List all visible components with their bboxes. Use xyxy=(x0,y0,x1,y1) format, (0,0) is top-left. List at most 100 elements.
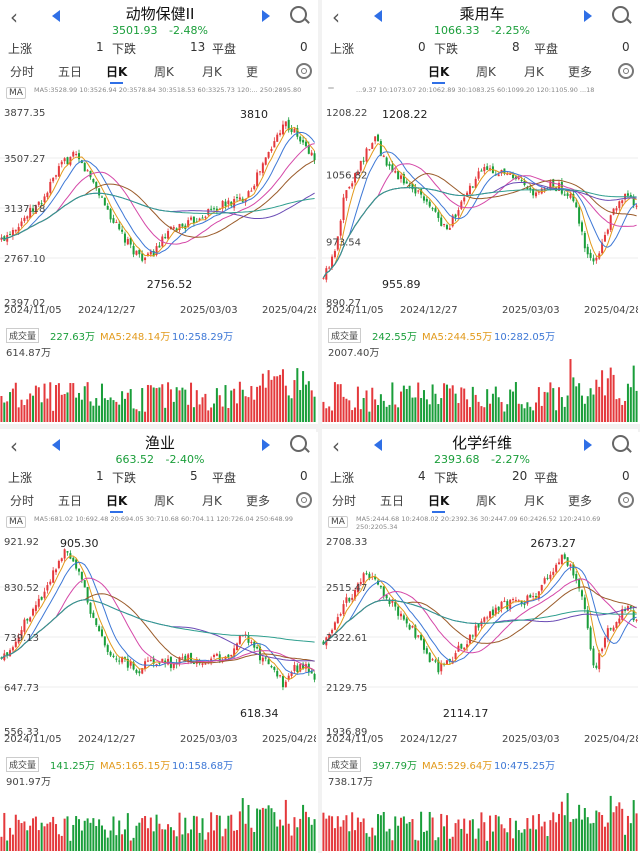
tab-更多[interactable]: 更多 xyxy=(246,494,271,508)
tab-周K[interactable]: 周K xyxy=(154,494,174,508)
volume-toggle-button[interactable]: 成交量 xyxy=(328,328,362,343)
tab-月K[interactable]: 月K xyxy=(524,65,544,79)
prev-arrow-icon[interactable] xyxy=(52,10,60,22)
prev-arrow-icon[interactable] xyxy=(374,10,382,22)
volume-chart[interactable] xyxy=(0,785,316,853)
back-icon[interactable]: ‹ xyxy=(10,5,18,29)
volume-chart[interactable] xyxy=(0,356,316,424)
tab-分时[interactable]: 分时 xyxy=(10,65,35,79)
kline-chart[interactable]: 3877.35 3507.27 3137.18 2767.10 2397.02 3810 2… xyxy=(0,104,316,314)
x-axis-label: 2025/04/28 xyxy=(584,305,638,314)
ma-toggle-button[interactable]: MA xyxy=(6,516,26,528)
tab-五日[interactable]: 五日 xyxy=(58,65,83,79)
kline-chart[interactable]: 1208.22 1056.82 973.54 890.27 1208.22 955.89 2… xyxy=(322,104,638,314)
tab-日K[interactable]: 日K xyxy=(106,494,128,513)
back-icon[interactable]: ‹ xyxy=(332,434,340,458)
tab-更[interactable]: 更 xyxy=(246,65,259,79)
x-axis-label: 2025/03/03 xyxy=(180,305,238,314)
back-icon[interactable]: ‹ xyxy=(10,434,18,458)
tab-分时[interactable]: 分时 xyxy=(10,494,35,508)
next-arrow-icon[interactable] xyxy=(262,10,270,22)
volume-toggle-button[interactable]: 成交量 xyxy=(6,328,40,343)
volume-bar xyxy=(512,838,515,851)
tab-月K[interactable]: 月K xyxy=(202,494,222,508)
candle-body xyxy=(210,658,213,662)
tab-更多[interactable]: 更多 xyxy=(568,65,593,79)
volume-bar xyxy=(512,391,515,422)
down-label: 下跌 xyxy=(112,471,137,485)
tab-分时[interactable]: 分时 xyxy=(332,494,357,508)
back-icon[interactable]: ‹ xyxy=(332,5,340,29)
candle-body xyxy=(480,170,483,172)
candle-body xyxy=(397,606,400,616)
tab-五日[interactable]: 五日 xyxy=(58,494,83,508)
volume-bar xyxy=(425,399,428,422)
next-arrow-icon[interactable] xyxy=(262,439,270,451)
volume-bar xyxy=(77,392,81,422)
candle-body xyxy=(37,598,40,607)
prev-arrow-icon[interactable] xyxy=(374,439,382,451)
volume-toggle-button[interactable]: 成交量 xyxy=(328,757,362,772)
volume-bar xyxy=(356,386,359,422)
volume-bar xyxy=(480,406,483,422)
candle-body xyxy=(181,657,184,659)
volume-bar xyxy=(333,382,336,422)
settings-gear-icon[interactable] xyxy=(296,63,312,79)
volume-toggle-button[interactable]: 成交量 xyxy=(6,757,40,772)
volume-bar xyxy=(207,410,210,422)
candle-body xyxy=(434,208,437,212)
volume-bar xyxy=(535,829,538,851)
candle-body xyxy=(500,601,503,610)
tab-月K[interactable]: 月K xyxy=(524,494,544,508)
kline-chart[interactable]: 2708.33 2515.47 2322.61 2129.75 1936.89 2673.… xyxy=(322,533,638,743)
next-arrow-icon[interactable] xyxy=(584,10,592,22)
candle-body xyxy=(342,197,345,220)
tab-五日[interactable]: 五日 xyxy=(380,494,405,508)
volume-chart[interactable] xyxy=(322,785,638,853)
search-icon[interactable] xyxy=(612,6,629,23)
next-arrow-icon[interactable] xyxy=(584,439,592,451)
search-icon[interactable] xyxy=(290,6,307,23)
candle-body xyxy=(336,236,339,250)
volume-bar xyxy=(417,840,420,851)
search-icon[interactable] xyxy=(290,435,307,452)
tab-日K[interactable]: 日K xyxy=(106,65,128,84)
settings-gear-icon[interactable] xyxy=(618,492,634,508)
tab-日K[interactable]: 日K xyxy=(428,65,450,84)
volume-bar xyxy=(32,395,35,422)
ma-toggle-button[interactable] xyxy=(328,87,334,89)
candle-body xyxy=(377,580,380,585)
candle-body xyxy=(9,650,12,657)
tab-周K[interactable]: 周K xyxy=(476,65,496,79)
volume-bar xyxy=(589,823,592,851)
tab-更多[interactable]: 更多 xyxy=(568,494,593,508)
volume-bar xyxy=(365,833,368,851)
tab-周K[interactable]: 周K xyxy=(476,494,496,508)
prev-arrow-icon[interactable] xyxy=(52,439,60,451)
ma-toggle-button[interactable]: MA xyxy=(6,87,26,99)
volume-bar xyxy=(417,382,420,422)
candle-body xyxy=(198,218,201,221)
volume-bar xyxy=(615,806,618,851)
ma-toggle-button[interactable]: MA xyxy=(328,516,348,528)
volume-bar xyxy=(595,379,598,422)
settings-gear-icon[interactable] xyxy=(296,492,312,508)
candle-body xyxy=(60,161,63,165)
tab-周K[interactable]: 周K xyxy=(154,65,174,79)
candle-body xyxy=(414,625,417,638)
volume-bar xyxy=(532,815,535,851)
x-axis-label: 2025/03/03 xyxy=(502,305,560,314)
up-count: 1 xyxy=(96,469,104,483)
settings-gear-icon[interactable] xyxy=(618,63,634,79)
volume-bar xyxy=(474,838,477,851)
volume-bar xyxy=(592,394,595,422)
tab-月K[interactable]: 月K xyxy=(202,65,222,79)
volume-chart[interactable] xyxy=(322,356,638,424)
search-icon[interactable] xyxy=(612,435,629,452)
tab-日K[interactable]: 日K xyxy=(428,494,450,513)
kline-chart[interactable]: 921.92 830.52 739.13 647.73 556.33 905.30 618.… xyxy=(0,533,316,743)
flat-label: 平盘 xyxy=(212,471,237,485)
volume-bar xyxy=(241,798,244,851)
candle-body xyxy=(391,164,394,172)
volume-bar xyxy=(175,836,178,851)
